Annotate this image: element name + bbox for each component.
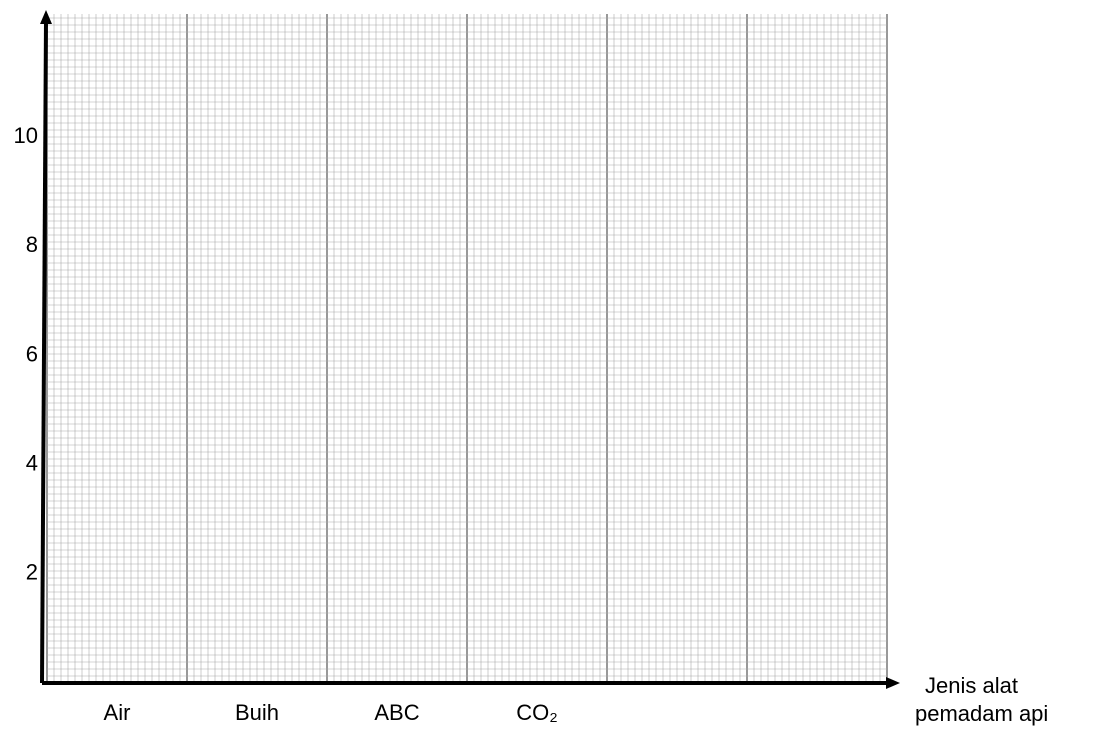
x-tick-label: Buih: [235, 700, 279, 725]
y-tick-label: 10: [14, 123, 38, 148]
x-axis-label: pemadam api: [915, 701, 1048, 726]
graph-paper: [46, 14, 888, 684]
y-tick-label: 2: [26, 560, 38, 585]
x-tick-label: CO₂: [516, 700, 558, 725]
x-axis-arrow: [886, 677, 900, 689]
x-axis-label: Jenis alat: [925, 673, 1018, 698]
x-tick-label: ABC: [374, 700, 419, 725]
y-tick-label: 8: [26, 232, 38, 257]
y-axis: [40, 19, 48, 684]
x-tick-label: Air: [104, 700, 131, 725]
y-tick-label: 4: [26, 450, 38, 475]
y-axis-arrow: [40, 10, 52, 24]
y-tick-label: 6: [26, 341, 38, 366]
